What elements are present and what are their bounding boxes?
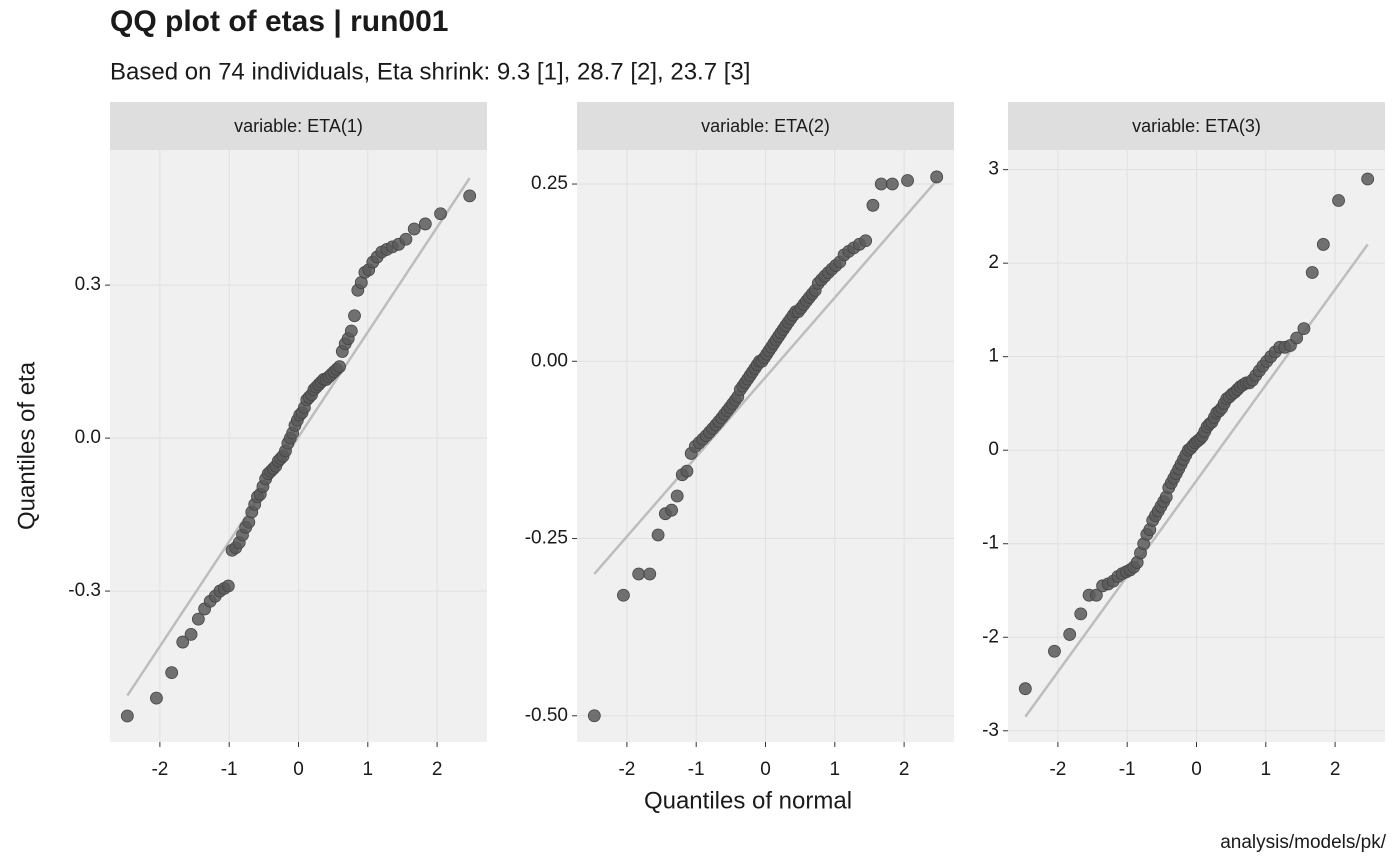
y-tick-label: 3 xyxy=(988,159,999,180)
strip-label: variable: ETA(3) xyxy=(1132,116,1261,136)
point xyxy=(859,234,873,248)
caption: analysis/models/pk/ xyxy=(1220,832,1387,853)
point xyxy=(901,174,914,187)
y-tick-label: -1 xyxy=(982,533,999,554)
point xyxy=(1305,266,1319,279)
y-tick-label: -3 xyxy=(982,720,999,741)
point xyxy=(165,666,179,680)
point xyxy=(930,170,944,184)
point xyxy=(344,324,358,338)
reference-line xyxy=(126,177,471,697)
y-tick-label: 0.00 xyxy=(531,350,568,371)
x-tick-label: 2 xyxy=(432,759,443,780)
point xyxy=(184,628,198,641)
reference-line xyxy=(1024,243,1369,718)
x-tick-label: -1 xyxy=(1119,759,1136,780)
y-tick-label: 1 xyxy=(988,346,999,367)
x-tick-label: 1 xyxy=(1261,759,1272,780)
x-tick-label: -2 xyxy=(618,759,635,780)
point xyxy=(1063,628,1077,641)
x-tick-label: 1 xyxy=(830,759,841,780)
point xyxy=(463,189,477,203)
x-tick-label: 0 xyxy=(293,759,304,780)
strip xyxy=(110,102,487,150)
point xyxy=(885,177,899,191)
point xyxy=(617,588,630,602)
strip-label: variable: ETA(1) xyxy=(234,116,363,136)
point xyxy=(632,567,646,581)
y-tick-label: -0.3 xyxy=(68,580,101,601)
point xyxy=(333,360,346,374)
point xyxy=(665,503,678,517)
point xyxy=(1332,194,1345,207)
point xyxy=(120,709,134,723)
x-tick-label: -2 xyxy=(1049,759,1066,780)
point xyxy=(1297,322,1311,336)
strip xyxy=(1008,102,1385,150)
point xyxy=(191,612,205,626)
point xyxy=(399,232,413,246)
x-tick-label: 2 xyxy=(899,759,910,780)
point xyxy=(407,222,421,236)
strip xyxy=(577,102,954,150)
point xyxy=(874,177,888,191)
x-tick-label: 2 xyxy=(1330,759,1341,780)
x-tick-label: 1 xyxy=(363,759,374,780)
x-tick-label: -1 xyxy=(688,759,705,780)
point xyxy=(643,567,657,581)
point xyxy=(1290,331,1304,345)
point xyxy=(1316,238,1330,251)
point xyxy=(1089,588,1103,602)
y-tick-label: 0.0 xyxy=(75,427,101,448)
strip-label: variable: ETA(2) xyxy=(701,116,830,136)
point xyxy=(680,464,694,478)
x-axis-label: Quantiles of normal xyxy=(644,787,852,814)
reference-line xyxy=(593,179,938,575)
point xyxy=(221,579,235,593)
y-tick-label: 2 xyxy=(988,252,999,273)
point xyxy=(418,217,432,231)
point xyxy=(670,489,684,503)
point xyxy=(651,528,665,542)
y-tick-label: 0.3 xyxy=(75,274,101,295)
y-tick-label: -0.25 xyxy=(525,528,568,549)
y-tick-label: 0 xyxy=(988,439,999,460)
y-axis-label: Quantiles of eta xyxy=(13,361,40,530)
point xyxy=(1361,172,1375,186)
point xyxy=(1074,607,1088,621)
x-tick-label: -2 xyxy=(151,759,168,780)
y-tick-label: -0.50 xyxy=(525,705,568,726)
point xyxy=(434,207,447,221)
point xyxy=(150,691,163,705)
chart-title: QQ plot of etas | run001 xyxy=(110,5,448,38)
point xyxy=(176,635,190,649)
y-tick-label: -2 xyxy=(982,626,999,647)
x-tick-label: 0 xyxy=(1191,759,1202,780)
x-tick-label: -1 xyxy=(221,759,238,780)
x-tick-label: 0 xyxy=(760,759,771,780)
point xyxy=(587,709,601,723)
chart-subtitle: Based on 74 individuals, Eta shrink: 9.3… xyxy=(110,58,750,85)
point xyxy=(1018,682,1032,696)
point xyxy=(1048,644,1061,658)
point xyxy=(348,309,361,323)
y-tick-label: 0.25 xyxy=(531,173,568,194)
point xyxy=(866,198,880,212)
